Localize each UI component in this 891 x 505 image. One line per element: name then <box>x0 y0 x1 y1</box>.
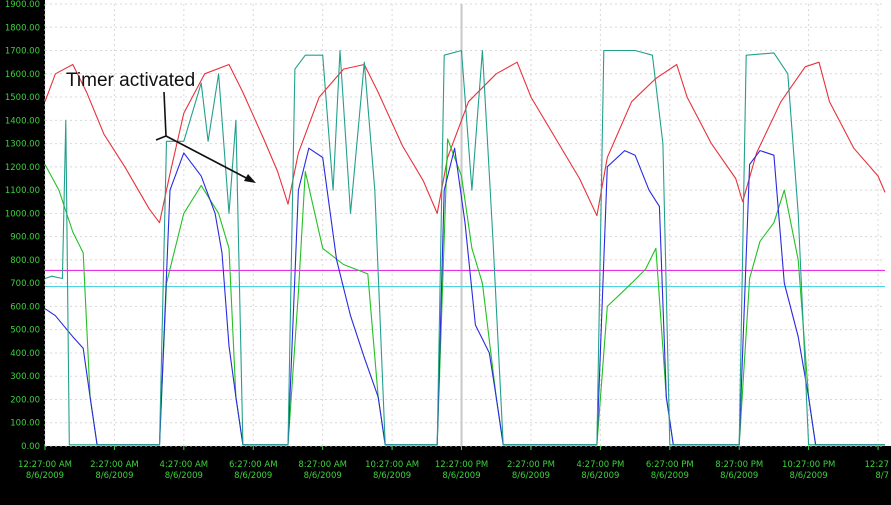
annotation-label: Timer activated <box>66 70 195 91</box>
x-tick-label-time: 8:27:00 AM <box>298 460 347 470</box>
y-tick-label: 1300.00 <box>5 140 40 150</box>
x-tick-label-time: 2:27:00 PM <box>507 460 555 470</box>
y-tick-label: 800.00 <box>10 256 40 266</box>
y-tick-label: 1500.00 <box>5 93 40 103</box>
y-tick-label: 1000.00 <box>5 209 40 219</box>
y-axis-band <box>0 0 45 505</box>
x-tick-label-time: 6:27:00 AM <box>229 460 278 470</box>
y-tick-label: 200.00 <box>10 395 40 405</box>
x-tick-label-date: 8/6/2009 <box>720 471 758 481</box>
x-tick-label-time: 12:27:00 AM <box>18 460 72 470</box>
y-tick-label: 900.00 <box>10 233 40 243</box>
y-tick-label: 500.00 <box>10 326 40 336</box>
x-tick-label-time: 6:27:00 PM <box>646 460 694 470</box>
annotation-group: Timer activated <box>66 70 256 183</box>
x-tick-label-date: 8/6/2009 <box>442 471 480 481</box>
y-tick-label: 1100.00 <box>5 186 40 196</box>
x-tick-label-time: 4:27:00 AM <box>160 460 209 470</box>
series-group <box>44 49 886 446</box>
x-tick-label-date: 8/6/2009 <box>26 471 64 481</box>
x-tick-label-date: 8/6/2009 <box>304 471 342 481</box>
x-tick-label-date: 8/6/2009 <box>373 471 411 481</box>
y-tick-label: 1700.00 <box>5 47 40 57</box>
x-tick-label-date: 8/7 <box>875 471 889 481</box>
annotation-arrow <box>155 135 167 141</box>
x-tick-label-date: 8/6/2009 <box>581 471 619 481</box>
x-tick-label-date: 8/6/2009 <box>234 471 272 481</box>
annotation-arrow <box>163 91 167 137</box>
y-tick-label: 1900.00 <box>5 0 40 10</box>
annotation-arrow <box>165 135 253 182</box>
x-tick-label-time: 8:27:00 PM <box>715 460 763 470</box>
y-tick-label: 1600.00 <box>5 70 40 80</box>
y-tick-label: 1200.00 <box>5 163 40 173</box>
x-tick-label-date: 8/6/2009 <box>165 471 203 481</box>
x-tick-label-time: 10:27:00 PM <box>782 460 835 470</box>
y-tick-labels: 0.00 100.00 200.00 300.00 400.00 500.00 600.00… <box>5 0 40 452</box>
y-tick-label: 100.00 <box>10 419 40 429</box>
y-tick-label: 700.00 <box>10 279 40 289</box>
y-tick-label: 1800.00 <box>5 23 40 33</box>
y-tick-label: 400.00 <box>10 349 40 359</box>
y-tick-label: 300.00 <box>10 372 40 382</box>
x-tick-label-date: 8/6/2009 <box>95 471 133 481</box>
grid <box>44 3 885 447</box>
y-tick-label: 0.00 <box>21 442 40 452</box>
annotation-arrowhead <box>244 174 256 183</box>
y-tick-label: 1400.00 <box>5 116 40 126</box>
x-tick-label-time: 2:27:00 AM <box>90 460 139 470</box>
x-tick-label-time: 4:27:00 PM <box>576 460 624 470</box>
x-tick-label-date: 8/6/2009 <box>512 471 550 481</box>
y-tick-label: 600.00 <box>10 302 40 312</box>
x-axis-band <box>0 446 891 505</box>
x-tick-label-time: 10:27:00 AM <box>365 460 419 470</box>
x-tick-label-time: 12:27:00 PM <box>435 460 488 470</box>
series-line-teal <box>44 49 885 446</box>
x-tick-label-date: 8/6/2009 <box>651 471 689 481</box>
x-tick-label-date: 8/6/2009 <box>790 471 828 481</box>
x-tick-label-time: 12:27 <box>865 460 890 470</box>
